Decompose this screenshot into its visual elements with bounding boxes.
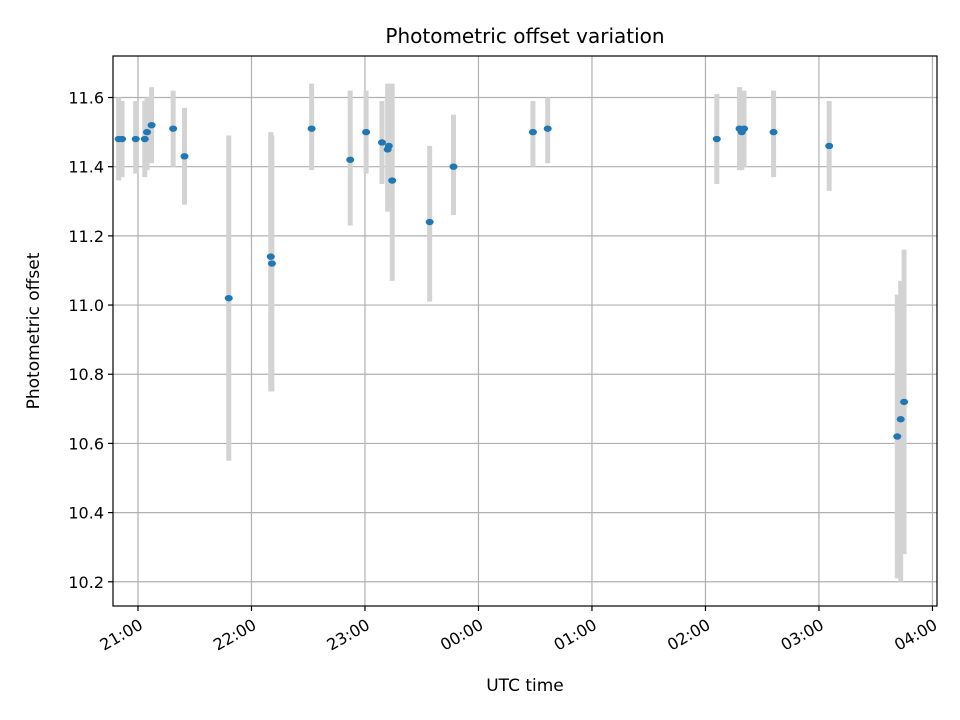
- y-tick-label: 11.4: [68, 158, 104, 177]
- data-point: [388, 177, 397, 184]
- data-point: [147, 121, 156, 129]
- data-point: [131, 135, 140, 143]
- ticks: [108, 96, 934, 611]
- data-point: [307, 125, 316, 132]
- data-point: [346, 156, 355, 163]
- y-tick-label: 10.4: [68, 504, 104, 523]
- data-point: [543, 125, 552, 132]
- data-point: [893, 433, 902, 440]
- data-point: [528, 128, 537, 136]
- data-point: [266, 253, 275, 260]
- data-points: [114, 121, 909, 440]
- data-point: [740, 125, 749, 132]
- y-tick-label: 10.2: [68, 573, 104, 592]
- data-point: [712, 135, 721, 143]
- y-tick-label: 10.8: [68, 365, 104, 384]
- data-point: [384, 142, 393, 150]
- y-axis-title: Photometric offset: [24, 252, 44, 409]
- plot-frame: [112, 55, 938, 607]
- data-point: [143, 128, 152, 136]
- data-point: [180, 153, 189, 160]
- data-point: [169, 125, 178, 132]
- data-point: [896, 416, 905, 423]
- data-point: [900, 398, 909, 406]
- data-point: [769, 128, 778, 136]
- data-point: [425, 218, 434, 226]
- chart-title: Photometric offset variation: [385, 24, 664, 48]
- data-point: [267, 260, 276, 267]
- y-tick-label: 11.6: [68, 89, 104, 108]
- data-point: [377, 139, 386, 146]
- data-point: [825, 142, 834, 150]
- data-point: [449, 163, 458, 170]
- data-point: [362, 128, 371, 136]
- y-tick-label: 10.6: [68, 434, 104, 453]
- data-point: [224, 294, 233, 302]
- y-tick-labels: 10.2 10.4 10.6 10.8 11.0 11.2 11.4 11.6: [68, 89, 104, 592]
- y-tick-label: 11.0: [68, 296, 104, 315]
- y-tick-label: 11.2: [68, 227, 104, 246]
- x-axis-title: UTC time: [486, 676, 564, 696]
- data-point: [140, 135, 149, 143]
- data-point: [118, 135, 127, 143]
